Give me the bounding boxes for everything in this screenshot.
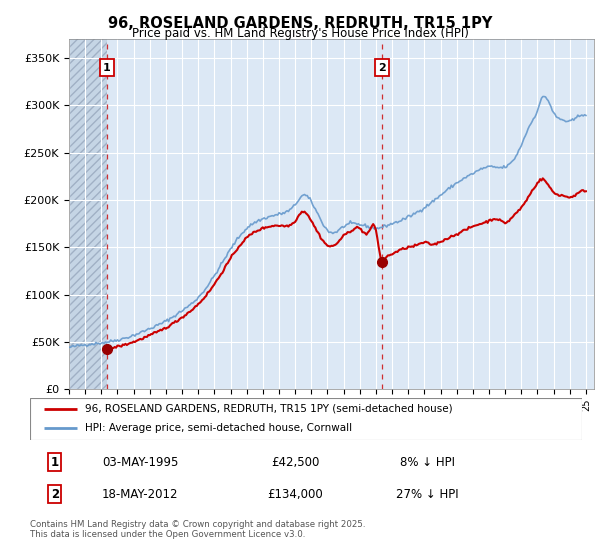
Text: £134,000: £134,000 <box>267 488 323 501</box>
Text: 96, ROSELAND GARDENS, REDRUTH, TR15 1PY: 96, ROSELAND GARDENS, REDRUTH, TR15 1PY <box>108 16 492 31</box>
Text: 96, ROSELAND GARDENS, REDRUTH, TR15 1PY (semi-detached house): 96, ROSELAND GARDENS, REDRUTH, TR15 1PY … <box>85 404 453 414</box>
Text: 03-MAY-1995: 03-MAY-1995 <box>102 456 179 469</box>
Text: HPI: Average price, semi-detached house, Cornwall: HPI: Average price, semi-detached house,… <box>85 423 352 433</box>
Text: 27% ↓ HPI: 27% ↓ HPI <box>396 488 459 501</box>
Text: 18-MAY-2012: 18-MAY-2012 <box>102 488 179 501</box>
Text: 8% ↓ HPI: 8% ↓ HPI <box>400 456 455 469</box>
Text: 2: 2 <box>378 63 386 73</box>
Text: Contains HM Land Registry data © Crown copyright and database right 2025.
This d: Contains HM Land Registry data © Crown c… <box>30 520 365 539</box>
Text: Price paid vs. HM Land Registry's House Price Index (HPI): Price paid vs. HM Land Registry's House … <box>131 27 469 40</box>
FancyBboxPatch shape <box>30 398 582 440</box>
Text: 1: 1 <box>103 63 110 73</box>
Text: 1: 1 <box>51 456 59 469</box>
Text: £42,500: £42,500 <box>271 456 319 469</box>
Text: 2: 2 <box>51 488 59 501</box>
